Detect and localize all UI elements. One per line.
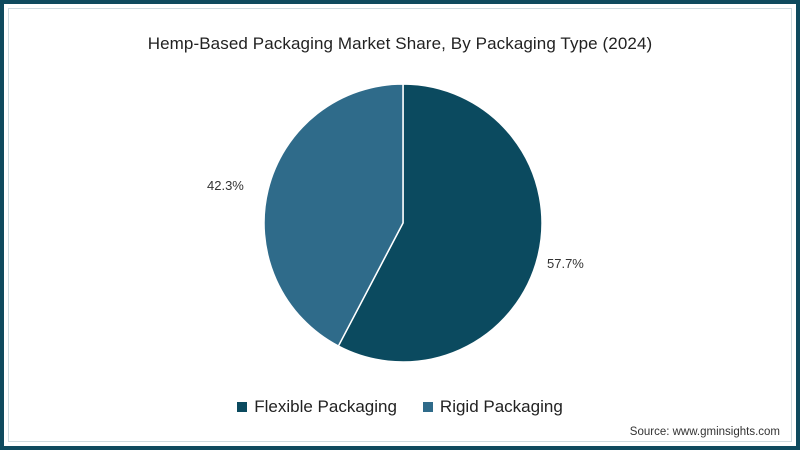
legend-item-rigid[interactable]: Rigid Packaging <box>422 397 563 417</box>
legend-item-flexible[interactable]: Flexible Packaging <box>237 397 397 417</box>
pie-slice-rigid-packaging[interactable] <box>263 83 404 348</box>
source-credit: Source: www.gminsights.com <box>629 426 780 438</box>
legend-label-flexible: Flexible Packaging <box>254 397 397 416</box>
rigid-percent-label: 42.3% <box>207 178 244 193</box>
chart-title: Hemp-Based Packaging Market Share, By Pa… <box>147 34 653 53</box>
chart-legend: Flexible Packaging Rigid Packaging <box>0 397 800 417</box>
pie-slice-flexible-packaging[interactable] <box>337 83 543 363</box>
flexible-percent-label: 57.7% <box>547 256 584 271</box>
chart-inner-border <box>8 8 792 442</box>
rigid-swatch-icon <box>422 402 433 412</box>
legend-label-rigid: Rigid Packaging <box>439 397 563 416</box>
flexible-swatch-icon <box>237 402 248 412</box>
